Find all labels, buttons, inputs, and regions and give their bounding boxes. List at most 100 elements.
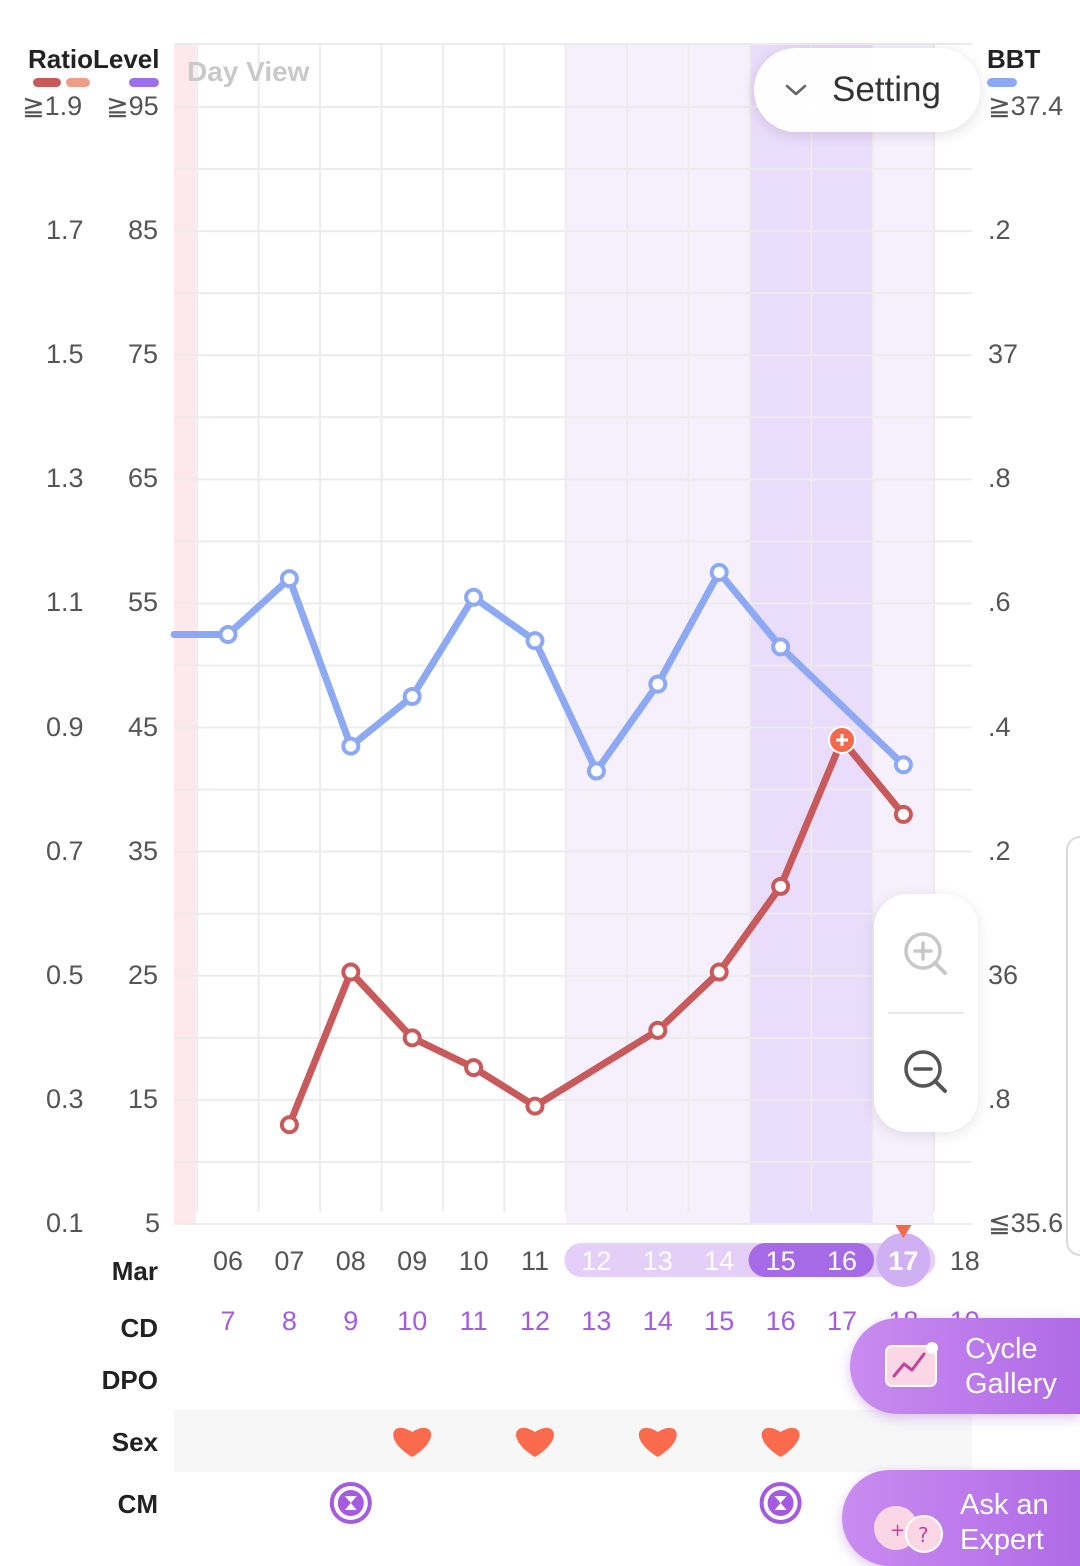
axis-left-ratio-tick: 0.3 [46,1083,84,1114]
sex-row-label: Sex [111,1427,158,1457]
bbt-header: BBT [987,44,1041,74]
data-point-level-07 [279,1115,299,1135]
heart-icon [516,1427,554,1457]
cervical-mucus-icon [329,1482,372,1524]
selected-date-marker [895,1225,912,1238]
cycle-day-label: 16 [766,1306,796,1336]
axis-right-bbt-tick: .4 [988,711,1011,742]
peak-fertile-band-16 [811,44,873,1224]
axis-left-ratio-tick: ≧1.9 [22,91,83,121]
axis-right-bbt-tick: .2 [988,835,1011,866]
zoom-in-icon[interactable] [902,930,950,978]
cycle-day-label: 12 [520,1306,550,1336]
data-point-bbt-13 [648,674,668,694]
axis-right-bbt-tick: ≦35.6 [988,1208,1064,1238]
axis-left-level-tick: 25 [128,959,159,990]
data-point-level-17 [893,804,913,824]
sex-row-band [174,1410,972,1472]
zoom-out-icon[interactable] [902,1048,950,1096]
data-point-bbt-09 [402,687,422,707]
data-point-bbt-11 [525,631,545,651]
axis-right-bbt-tick: .8 [988,1083,1011,1114]
cm-row-label: CM [117,1489,158,1519]
side-panel-handle[interactable] [1066,836,1080,1256]
data-point-level-11 [525,1096,545,1116]
selected-date-circle [876,1233,931,1287]
axis-left-level-tick: 15 [128,1083,159,1114]
cycle-day-label: 17 [827,1306,857,1336]
axis-right-bbt-tick: .6 [988,587,1011,618]
zoom-divider [888,1012,964,1014]
series-line-bbt [170,568,907,775]
zoom-controls [874,894,978,1132]
data-point-level-13 [648,1020,668,1040]
axis-left-level-tick: 35 [128,835,159,866]
cycle-day-label: 14 [643,1306,673,1336]
bbt-legend-swatch [987,78,1017,87]
cycle-gallery-label-2: Gallery [965,1368,1057,1400]
cycle-day-label: 11 [460,1306,488,1336]
data-point-bbt-14 [709,562,729,582]
cycle-gallery-button[interactable]: Cycle Gallery [850,1318,1080,1414]
axis-left-level-tick: 85 [128,215,159,246]
heart-icon [393,1427,432,1457]
date-label-08: 08 [336,1246,366,1276]
fertile-band-14 [688,44,750,1224]
svg-text:+: + [890,1520,905,1541]
cm-icon-hourglass [344,1496,357,1510]
date-label-16: 16 [827,1246,857,1276]
level-legend-swatch [129,78,159,87]
date-label-15: 15 [766,1246,796,1276]
cm-icon-hourglass [774,1496,787,1510]
ratio-legend-swatch-2 [66,78,90,87]
heart-icon [638,1427,677,1457]
ask-expert-button[interactable]: ? + Ask an Expert [842,1470,1080,1566]
data-point-bbt-10 [464,587,484,607]
date-label-11: 11 [521,1246,549,1276]
date-label-13: 13 [643,1246,673,1276]
axis-left-ratio-tick: 0.7 [46,835,84,866]
ratio-legend-swatch [33,78,61,87]
data-point-bbt-07 [279,569,299,589]
cervical-mucus-icon [759,1482,802,1524]
axis-left-ratio-tick: 0.1 [46,1208,84,1238]
axis-left-level-tick: 45 [128,711,159,742]
date-label-09: 09 [397,1246,427,1276]
date-label-12: 12 [581,1246,611,1276]
axis-left-ratio-tick: 0.9 [46,711,84,742]
axis-right-bbt-tick: .8 [988,463,1011,494]
cycle-gallery-label-1: Cycle [965,1333,1038,1365]
setting-button[interactable]: Setting [754,48,980,132]
axis-left-ratio-tick: 1.7 [46,215,84,246]
chart-gallery-icon [885,1342,938,1387]
cycle-day-label: 10 [397,1306,427,1336]
cycle-day-label: 13 [581,1306,611,1336]
date-label-07: 07 [274,1246,304,1276]
fertile-band-12 [565,44,628,1224]
data-point-level-08 [341,962,361,982]
peak-fertile-band-15 [749,44,812,1224]
axis-left-ratio-tick: 1.3 [46,463,84,494]
day-view-label[interactable]: Day View [187,56,310,87]
axis-right-bbt-tick: ≧37.4 [988,91,1064,121]
month-label: Mar [111,1256,158,1286]
axis-left-ratio-tick: 0.5 [46,959,84,990]
axis-left-level-tick: ≧95 [106,91,159,121]
data-point-level-14 [709,962,729,982]
data-point-level-09 [402,1028,422,1048]
chevron-down-icon [785,84,807,96]
series-line-level [285,736,907,1129]
data-point-bbt-15 [771,637,791,657]
data-point-bbt-17 [893,755,913,775]
cycle-day-label: 8 [282,1306,297,1336]
data-point-level-15 [771,876,791,896]
data-point-level-10 [464,1058,484,1078]
axis-left-level-tick: 75 [128,339,159,370]
data-point-bbt-06 [218,624,238,644]
cycle-day-label: 15 [704,1306,734,1336]
data-point-bbt-08 [341,736,361,756]
axis-left-level-tick: 5 [145,1208,161,1238]
peak-date-pill [748,1243,874,1277]
cd-row-label: CD [120,1313,158,1343]
expert-chat-icon: ? + [874,1506,943,1553]
